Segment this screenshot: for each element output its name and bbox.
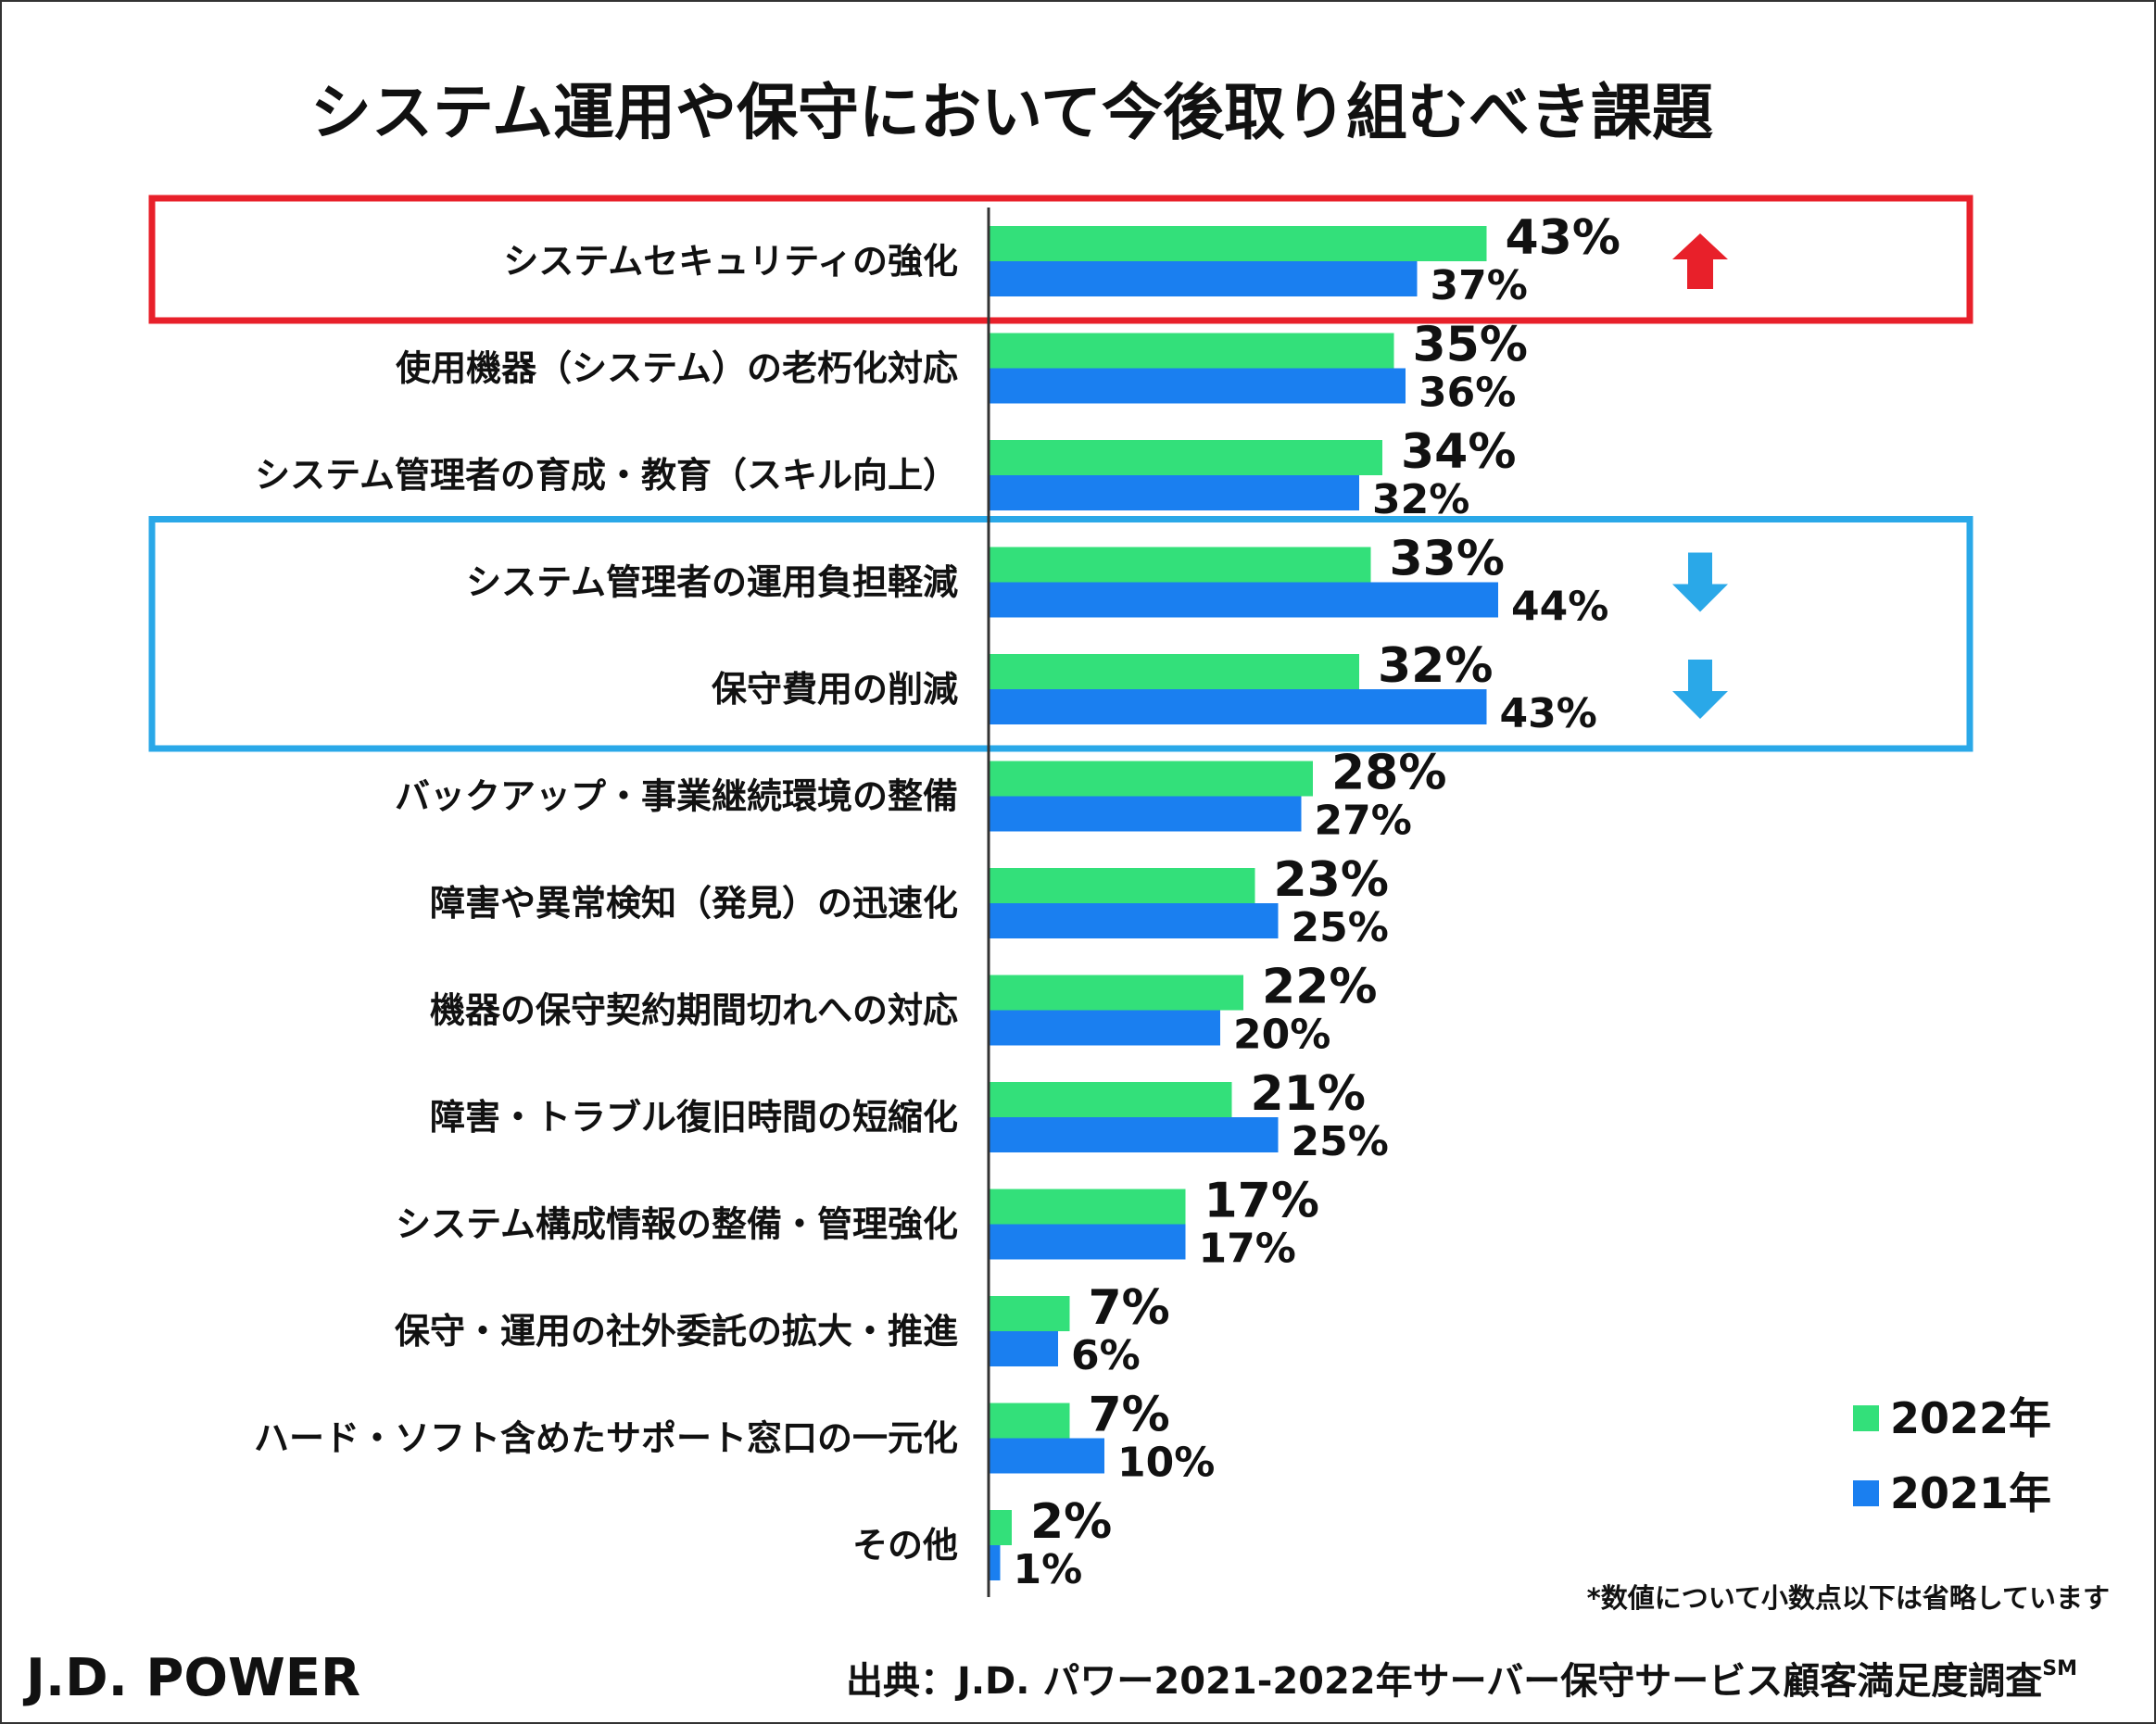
bar-2022 [989,226,1487,261]
data-label-2022: 34% [1401,424,1516,480]
category-label: 障害や異常検知（発見）の迅速化 [430,883,958,924]
bar-group: 23%25% [989,852,1389,951]
data-label-2021: 20% [1233,1012,1330,1059]
data-label-2021: 36% [1418,370,1516,417]
bar-2021 [989,582,1498,618]
data-label-2021: 25% [1292,1118,1389,1165]
down-arrow-icon [1672,552,1728,612]
data-label-2022: 28% [1331,746,1446,801]
category-label: ハード・ソフト含めたサポート窓口の一元化 [254,1418,958,1459]
bar-group: 28%27% [989,746,1446,845]
category-label: 保守・運用の社外委託の拡大・推進 [395,1311,958,1352]
bar-2021 [989,903,1279,938]
bar-2021 [989,1438,1104,1474]
data-label-2022: 2% [1030,1494,1112,1550]
category-label: バックアップ・事業継続環境の整備 [395,776,958,817]
bar-2021 [989,475,1359,510]
bar-2021 [989,689,1487,724]
bar-groups: 43%37%35%36%34%32%33%44%32%43%28%27%23%2… [989,210,1620,1593]
data-label-2022: 33% [1390,532,1505,587]
bar-2022 [989,1189,1186,1225]
bar-2022 [989,333,1394,369]
bar-2021 [989,1331,1058,1366]
bar-group: 17%17% [989,1174,1319,1273]
brand-logo: J.D. POWER [22,1648,360,1708]
bar-group: 35%36% [989,318,1528,417]
bar-2021 [989,1010,1220,1046]
data-label-2021: 17% [1199,1226,1296,1273]
bar-2021 [989,1117,1279,1152]
bar-2021 [989,796,1302,832]
up-arrow-icon [1672,233,1728,289]
bar-group: 32%43% [989,638,1597,737]
bar-2021 [989,368,1406,404]
service-mark: SM [2042,1657,2077,1680]
chart-title: システム運用や保守において今後取り組むべき課題 [310,77,1713,148]
footnote: *数値について小数点以下は省略しています [1587,1582,2110,1614]
legend-swatch [1853,1480,1879,1506]
bar-2021 [989,261,1418,296]
bar-2022 [989,654,1359,689]
bar-group: 43%37% [989,210,1620,309]
data-label-2021: 37% [1431,262,1528,309]
bar-2022 [989,440,1382,475]
bar-2022 [989,975,1243,1011]
bar-2022 [989,1510,1012,1545]
data-label-2022: 35% [1413,318,1528,373]
highlight-boxes [148,195,1973,752]
source-text: 出典：J.D. パワー2021-2022年サーバー保守サービス顧客満足度調査 [846,1660,2042,1703]
data-label-2022: 7% [1089,1280,1170,1336]
category-label: 障害・トラブル復旧時間の短縮化 [430,1097,958,1138]
bar-2022 [989,868,1255,903]
category-label: システム管理者の運用負担軽減 [466,562,958,603]
bar-group: 22%20% [989,960,1377,1059]
bar-group: 7%10% [989,1388,1215,1487]
bar-2022 [989,1403,1070,1439]
data-label-2022: 21% [1251,1066,1366,1122]
bar-2022 [989,1296,1070,1331]
bar-2022 [989,761,1313,797]
data-label-2021: 25% [1292,904,1389,951]
legend-swatch [1853,1405,1879,1431]
bar-group: 21%25% [989,1066,1389,1165]
data-label-2022: 32% [1378,638,1493,694]
category-labels: システムセキュリティの強化使用機器（システム）の老朽化対応システム管理者の育成・… [254,241,958,1566]
legend: 2022年 2021年 [1853,1393,2051,1518]
category-label: 保守費用の削減 [712,669,958,710]
highlight-box [148,195,1973,324]
data-label-2022: 7% [1089,1388,1170,1443]
data-label-2022: 22% [1262,960,1377,1015]
data-label-2022: 43% [1506,210,1620,266]
category-label: システムセキュリティの強化 [503,241,958,282]
down-arrow-icon [1672,660,1728,719]
bar-2022 [989,547,1371,583]
data-label-2021: 44% [1511,584,1608,631]
highlight-box [148,516,1973,752]
data-label-2021: 27% [1315,798,1412,845]
category-label: システム構成情報の整備・管理強化 [396,1204,958,1245]
bar-2021 [989,1545,1001,1580]
bar-group: 2%1% [989,1494,1112,1593]
data-label-2021: 1% [1014,1546,1083,1593]
bar-group: 33%44% [989,532,1608,631]
category-label: 使用機器（システム）の老朽化対応 [396,348,958,389]
data-label-2022: 17% [1204,1174,1319,1229]
legend-label: 2021年 [1890,1468,2051,1518]
bar-group: 7%6% [989,1280,1170,1379]
source-citation: 出典：J.D. パワー2021-2022年サーバー保守サービス顧客満足度調査SM [846,1657,2077,1703]
data-label-2021: 32% [1372,476,1469,523]
legend-label: 2022年 [1890,1393,2051,1443]
data-label-2021: 6% [1071,1332,1141,1379]
data-label-2022: 23% [1274,852,1389,908]
category-label: その他 [852,1525,958,1566]
category-label: 機器の保守契約期間切れへの対応 [430,990,958,1031]
bar-2021 [989,1224,1186,1260]
data-label-2021: 43% [1500,690,1597,737]
bar-2022 [989,1082,1232,1117]
data-label-2021: 10% [1117,1440,1215,1487]
category-label: システム管理者の育成・教育（スキル向上） [255,455,958,496]
bar-group: 34%32% [989,424,1516,523]
